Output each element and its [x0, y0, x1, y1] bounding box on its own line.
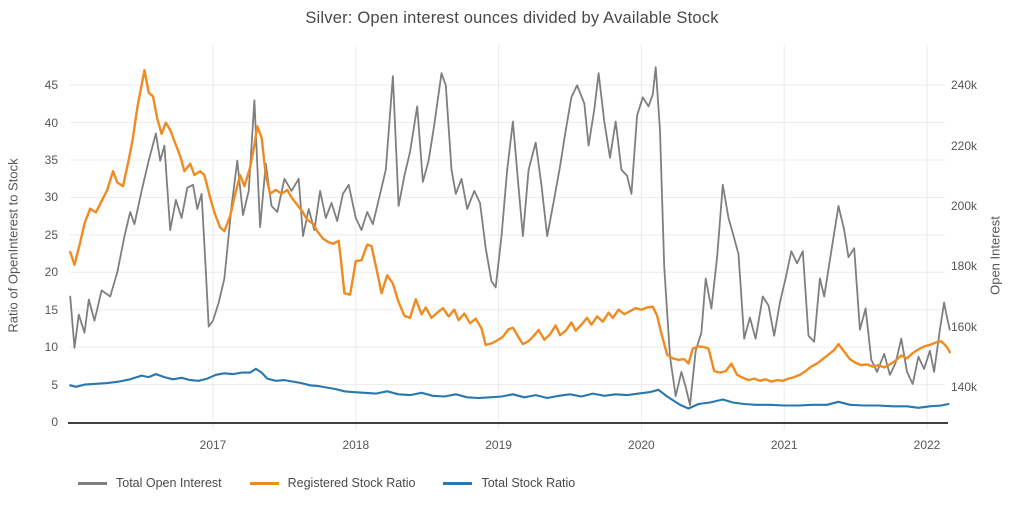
- y-left-tick-label: 0: [51, 415, 58, 429]
- y-right-tick-label: 140k: [951, 380, 978, 394]
- legend-label: Total Stock Ratio: [481, 476, 576, 490]
- y-left-tick-label: 45: [44, 78, 58, 93]
- y-left-tick-label: 25: [44, 227, 58, 242]
- y-right-tick-label: 240k: [951, 78, 978, 93]
- y-left-tick-label: 35: [44, 152, 58, 167]
- y-left-tick-label: 40: [44, 115, 58, 130]
- x-tick-label: 2021: [770, 438, 798, 452]
- legend: Total Open Interest Registered Stock Rati…: [78, 476, 575, 490]
- x-tick-label: 2019: [485, 438, 512, 452]
- y-left-tick-label: 30: [44, 190, 58, 205]
- y-right-tick-label: 200k: [951, 198, 978, 213]
- legend-item-total-stock-ratio[interactable]: Total Stock Ratio: [443, 476, 575, 490]
- x-tick-label: 2020: [628, 438, 655, 452]
- y-left-tick-label: 20: [44, 265, 58, 280]
- series-line-total-stock-ratio: [69, 367, 950, 410]
- series-line-registered-stock-ratio: [68, 68, 951, 383]
- x-tick-label: 2022: [913, 438, 941, 452]
- y-left-tick-label: 15: [44, 302, 58, 317]
- y-right-tick-label: 180k: [951, 259, 978, 274]
- legend-label: Total Open Interest: [116, 476, 222, 490]
- x-tick-label: 2017: [199, 438, 227, 452]
- y-right-tick-label: 220k: [951, 138, 978, 153]
- series-line-total-open-interest: [69, 66, 951, 407]
- y-left-tick-label: 10: [44, 340, 58, 355]
- legend-item-total-open-interest[interactable]: Total Open Interest: [78, 476, 222, 490]
- legend-label: Registered Stock Ratio: [287, 476, 416, 490]
- legend-line-icon: [78, 481, 107, 485]
- x-tick-label: 2018: [342, 438, 370, 452]
- y-left-tick-label: 5: [51, 377, 58, 392]
- legend-line-icon: [443, 481, 473, 485]
- legend-line-icon: [249, 481, 279, 485]
- legend-item-registered-stock-ratio[interactable]: Registered Stock Ratio: [249, 476, 416, 490]
- chart-title: Silver: Open interest ounces divided by …: [305, 9, 719, 27]
- y-right-tick-label: 160k: [951, 319, 978, 334]
